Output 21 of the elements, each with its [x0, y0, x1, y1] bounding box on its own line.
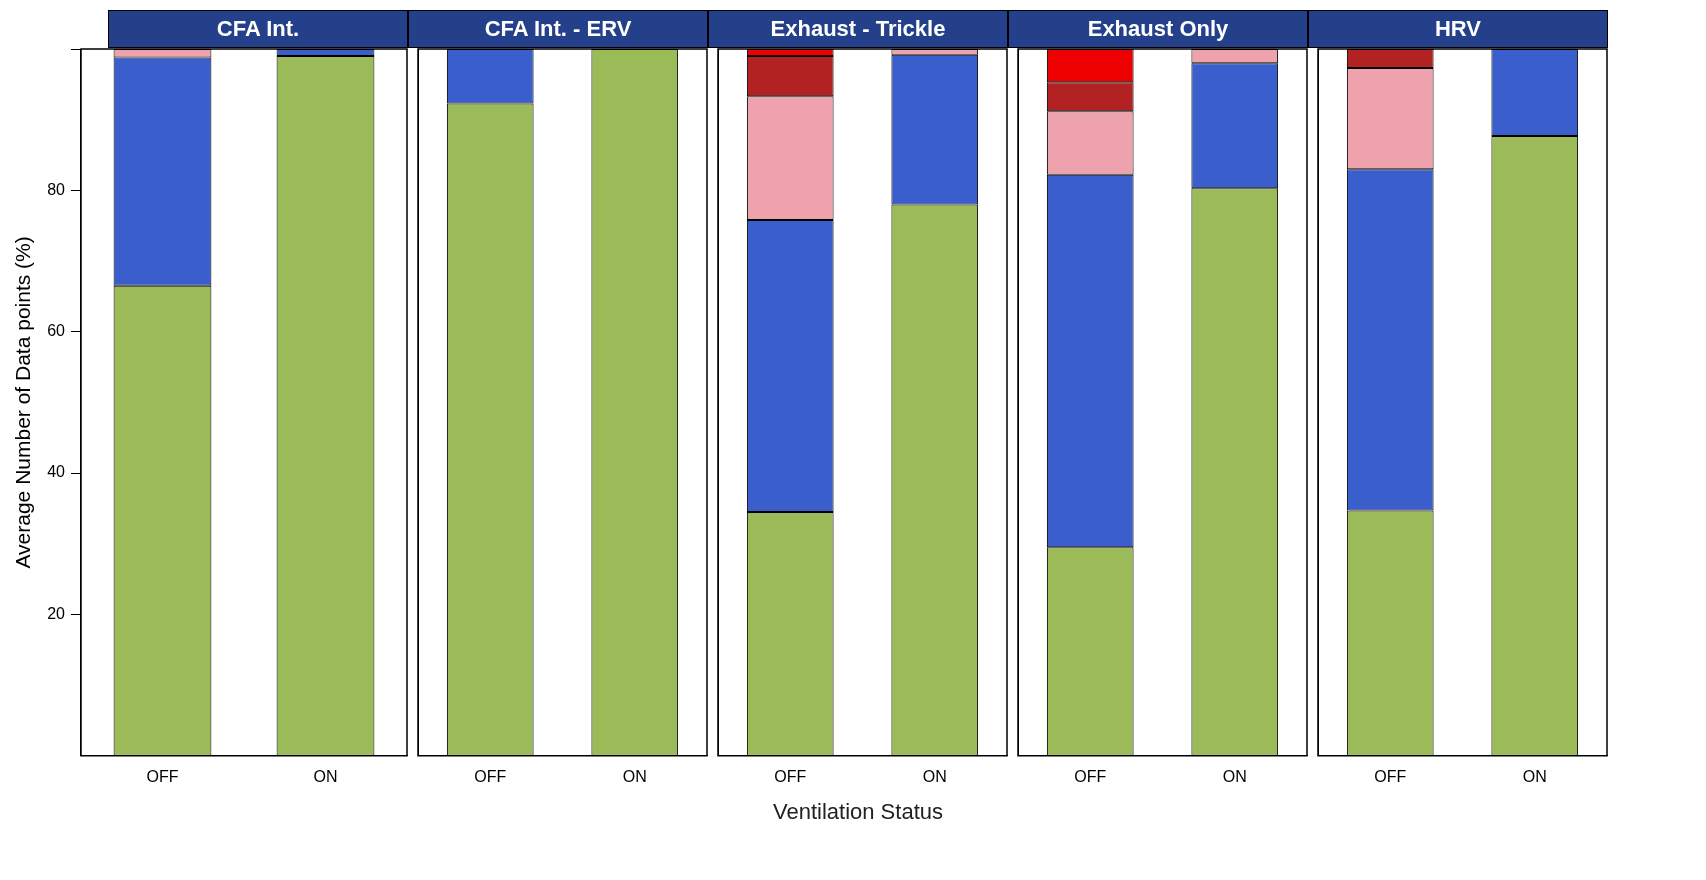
chart-title: CFA Int.: [108, 10, 408, 48]
chart-title: CFA Int. - ERV: [408, 10, 708, 48]
x-tick-label: OFF: [146, 767, 179, 785]
y-tick-label: 40: [47, 463, 66, 481]
x-tick-label: OFF: [474, 767, 507, 785]
y-tick-label: 60: [47, 322, 66, 340]
x-tick-label: ON: [922, 767, 947, 785]
x-tick-label: OFF: [1374, 767, 1407, 785]
x-tick-label: ON: [1522, 767, 1547, 785]
y-axis-title: Average Number of Data points (%): [11, 236, 35, 569]
x-tick-label: OFF: [774, 767, 807, 785]
chart-title: Exhaust - Trickle: [708, 10, 1008, 48]
y-tick-label: 20: [47, 604, 66, 622]
chart-title: Exhaust Only: [1008, 10, 1308, 48]
x-tick-label: ON: [313, 767, 338, 785]
y-tick-label: 80: [47, 180, 66, 198]
chart-title: HRV: [1308, 10, 1608, 48]
x-tick-label: ON: [622, 767, 647, 785]
x-tick-label: ON: [1222, 767, 1247, 785]
x-axis-title: Ventilation Status: [772, 799, 944, 826]
x-tick-label: OFF: [1074, 767, 1107, 785]
